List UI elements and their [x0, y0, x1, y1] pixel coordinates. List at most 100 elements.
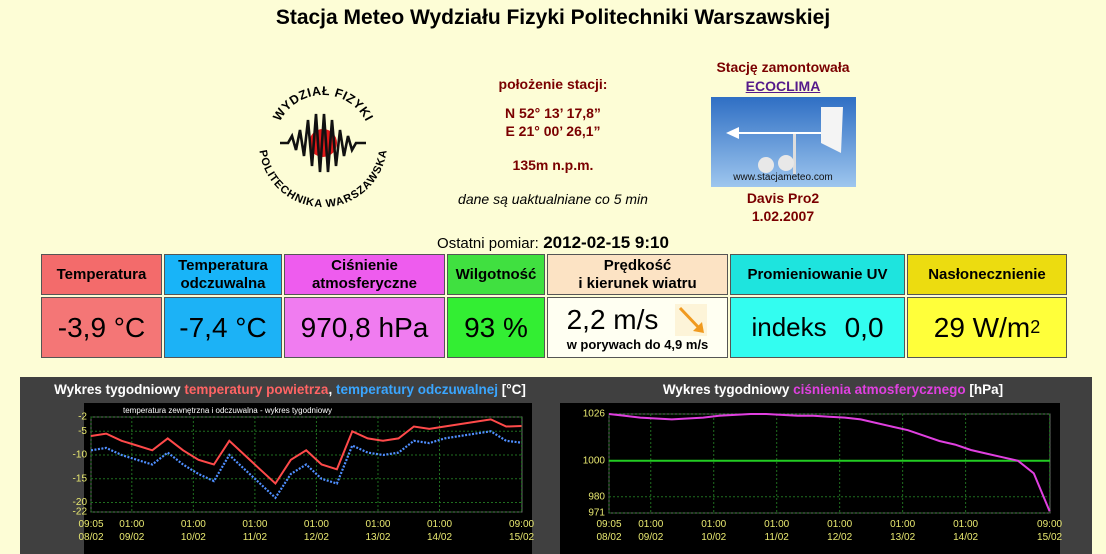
value-cell: 2,2 m/s w porywach do 4,9 m/s	[547, 297, 728, 358]
update-note: dane są uaktualniane co 5 min	[458, 191, 648, 207]
x-tick-label: 14/02	[953, 532, 978, 543]
value-cell: -7,4 °C	[164, 297, 282, 358]
x-tick-label: 09/02	[119, 532, 144, 543]
latitude: N 52° 13’ 17,8”	[505, 105, 601, 121]
x-tick-label: 12/02	[827, 532, 852, 543]
value-text: 2,2 m/s	[566, 304, 659, 335]
x-tick-label: 15/02	[1037, 532, 1062, 543]
y-tick-label: 971	[588, 508, 605, 519]
header-cell: Temperatura	[41, 254, 162, 295]
vane-arm	[731, 132, 821, 134]
y-tick-label: -20	[73, 497, 88, 508]
location-label: położenie stacji:	[498, 76, 608, 92]
logo: WYDZIAŁ FIZYKI POLITECHNIKA WARSZAWSKA	[258, 84, 388, 208]
wind-direction-icon	[675, 304, 708, 336]
logo-bottom-text: POLITECHNIKA WARSZAWSKA	[258, 149, 388, 208]
y-tick-label: -10	[73, 450, 88, 461]
value-cell: indeks 0,0	[730, 297, 905, 358]
station-model: Davis Pro2	[746, 190, 820, 206]
logo-text: POLITECHNIKA WARSZAWSKA	[258, 149, 388, 208]
value-cell: 93 %	[447, 297, 545, 358]
vane-head	[726, 127, 739, 139]
y-tick-label: -15	[73, 473, 88, 484]
cup	[758, 157, 774, 173]
header-text: Promieniowanie UV	[747, 265, 888, 283]
x-tick-label: 01:00	[365, 519, 390, 530]
last-measurement-label: Ostatni pomiar:	[437, 235, 539, 252]
title-part: [hPa]	[966, 382, 1004, 397]
value-text: 29 W/m	[933, 311, 1031, 343]
chart-title: Wykres tygodniowy ciśnienia atmosferyczn…	[663, 382, 1003, 397]
header-cell: Nasłonecznienie	[907, 254, 1067, 295]
x-tick-label: 01:00	[427, 519, 452, 530]
value-text: -7,4 °C	[179, 311, 267, 343]
charts-panel: Wykres tygodniowy temperatury powietrza,…	[20, 377, 1092, 554]
y-tick-label: 1026	[583, 409, 606, 420]
y-tick-label: 1000	[583, 455, 606, 466]
value-sup: 2	[1030, 317, 1041, 337]
installer-label: Stację zamontowała	[716, 59, 850, 75]
x-tick-label: 01:00	[242, 519, 267, 530]
x-tick-label: 01:00	[827, 519, 852, 530]
y-tick-label: -5	[78, 426, 87, 437]
series-line	[608, 413, 1051, 512]
value-text: 970,8 hPa	[300, 311, 429, 343]
header-text: Ciśnienie atmosferyczne	[311, 256, 418, 292]
y-tick-label: 980	[588, 491, 605, 502]
x-tick-label: 01:00	[701, 519, 726, 530]
header-cell: Ciśnienie atmosferyczne	[284, 254, 445, 295]
x-tick-label: 13/02	[890, 532, 915, 543]
series-line	[90, 430, 522, 500]
x-tick-label: 08/02	[78, 532, 103, 543]
altitude: 135m n.p.m.	[512, 157, 594, 173]
x-tick-label: 01:00	[119, 519, 144, 530]
x-tick-label: 09/02	[638, 532, 663, 543]
x-tick-label: 12/02	[304, 532, 329, 543]
x-tick-label: 09:05	[78, 519, 103, 530]
measurements-table: Temperatura -3,9 °C Temperatura odczuwalna…	[40, 253, 1070, 360]
x-tick-label: 01:00	[638, 519, 663, 530]
plot-area	[608, 413, 1051, 514]
x-tick-label: 09:00	[1037, 519, 1062, 530]
value-row: 2,2 m/s	[567, 303, 709, 337]
value-cell: 29 W/m 2	[907, 297, 1067, 358]
x-tick-label: 14/02	[427, 532, 452, 543]
x-tick-label: 10/02	[181, 532, 206, 543]
x-tick-label: 15/02	[509, 532, 534, 543]
installer-image[interactable]: www.stacjameteo.com	[711, 97, 856, 187]
x-tick-label: 09:00	[509, 519, 534, 530]
x-tick-label: 13/02	[365, 532, 390, 543]
longitude: E 21° 00’ 26,1”	[505, 123, 601, 139]
series-line	[90, 418, 522, 486]
value-cell: -3,9 °C	[41, 297, 162, 358]
title-part: Wykres tygodniowy	[54, 382, 184, 397]
last-measurement: Ostatni pomiar: 2012-02-15 9:10	[353, 233, 753, 253]
title-part: [°C]	[498, 382, 526, 397]
header-cell: Wilgotność	[447, 254, 545, 295]
value-text: -3,9 °C	[57, 311, 146, 343]
header-cell: Temperatura odczuwalna	[164, 254, 282, 295]
chart-subtitle: temperatura zewnętrzna i odczuwalna - wy…	[123, 406, 332, 415]
vane-tail	[821, 107, 843, 153]
header-cell: Prędkość i kierunek wiatru	[547, 254, 728, 295]
header-text: Prędkość i kierunek wiatru	[578, 256, 697, 292]
x-tick-label: 10/02	[701, 532, 726, 543]
x-tick-label: 01:00	[764, 519, 789, 530]
value-cell: 970,8 hPa	[284, 297, 445, 358]
x-tick-label: 09:05	[596, 519, 621, 530]
header-text: Temperatura odczuwalna	[178, 256, 268, 292]
page-title: Stacja Meteo Wydziału Fizyki Politechnik…	[275, 6, 831, 29]
header-cell: Promieniowanie UV	[730, 254, 905, 295]
x-tick-label: 01:00	[181, 519, 206, 530]
header-text: Nasłonecznienie	[928, 265, 1046, 283]
value-text: 0,0	[844, 311, 884, 343]
last-measurement-value: 2012-02-15 9:10	[543, 233, 669, 252]
title-part: ciśnienia atmosferycznego	[793, 382, 966, 397]
title-part: temperatury odczuwalnej	[336, 382, 498, 397]
y-tick-label: -2	[78, 412, 87, 423]
installer-link[interactable]: ECOCLIMA	[745, 78, 821, 94]
x-tick-label: 08/02	[596, 532, 621, 543]
title-part: Wykres tygodniowy	[663, 382, 793, 397]
mast	[793, 134, 796, 174]
